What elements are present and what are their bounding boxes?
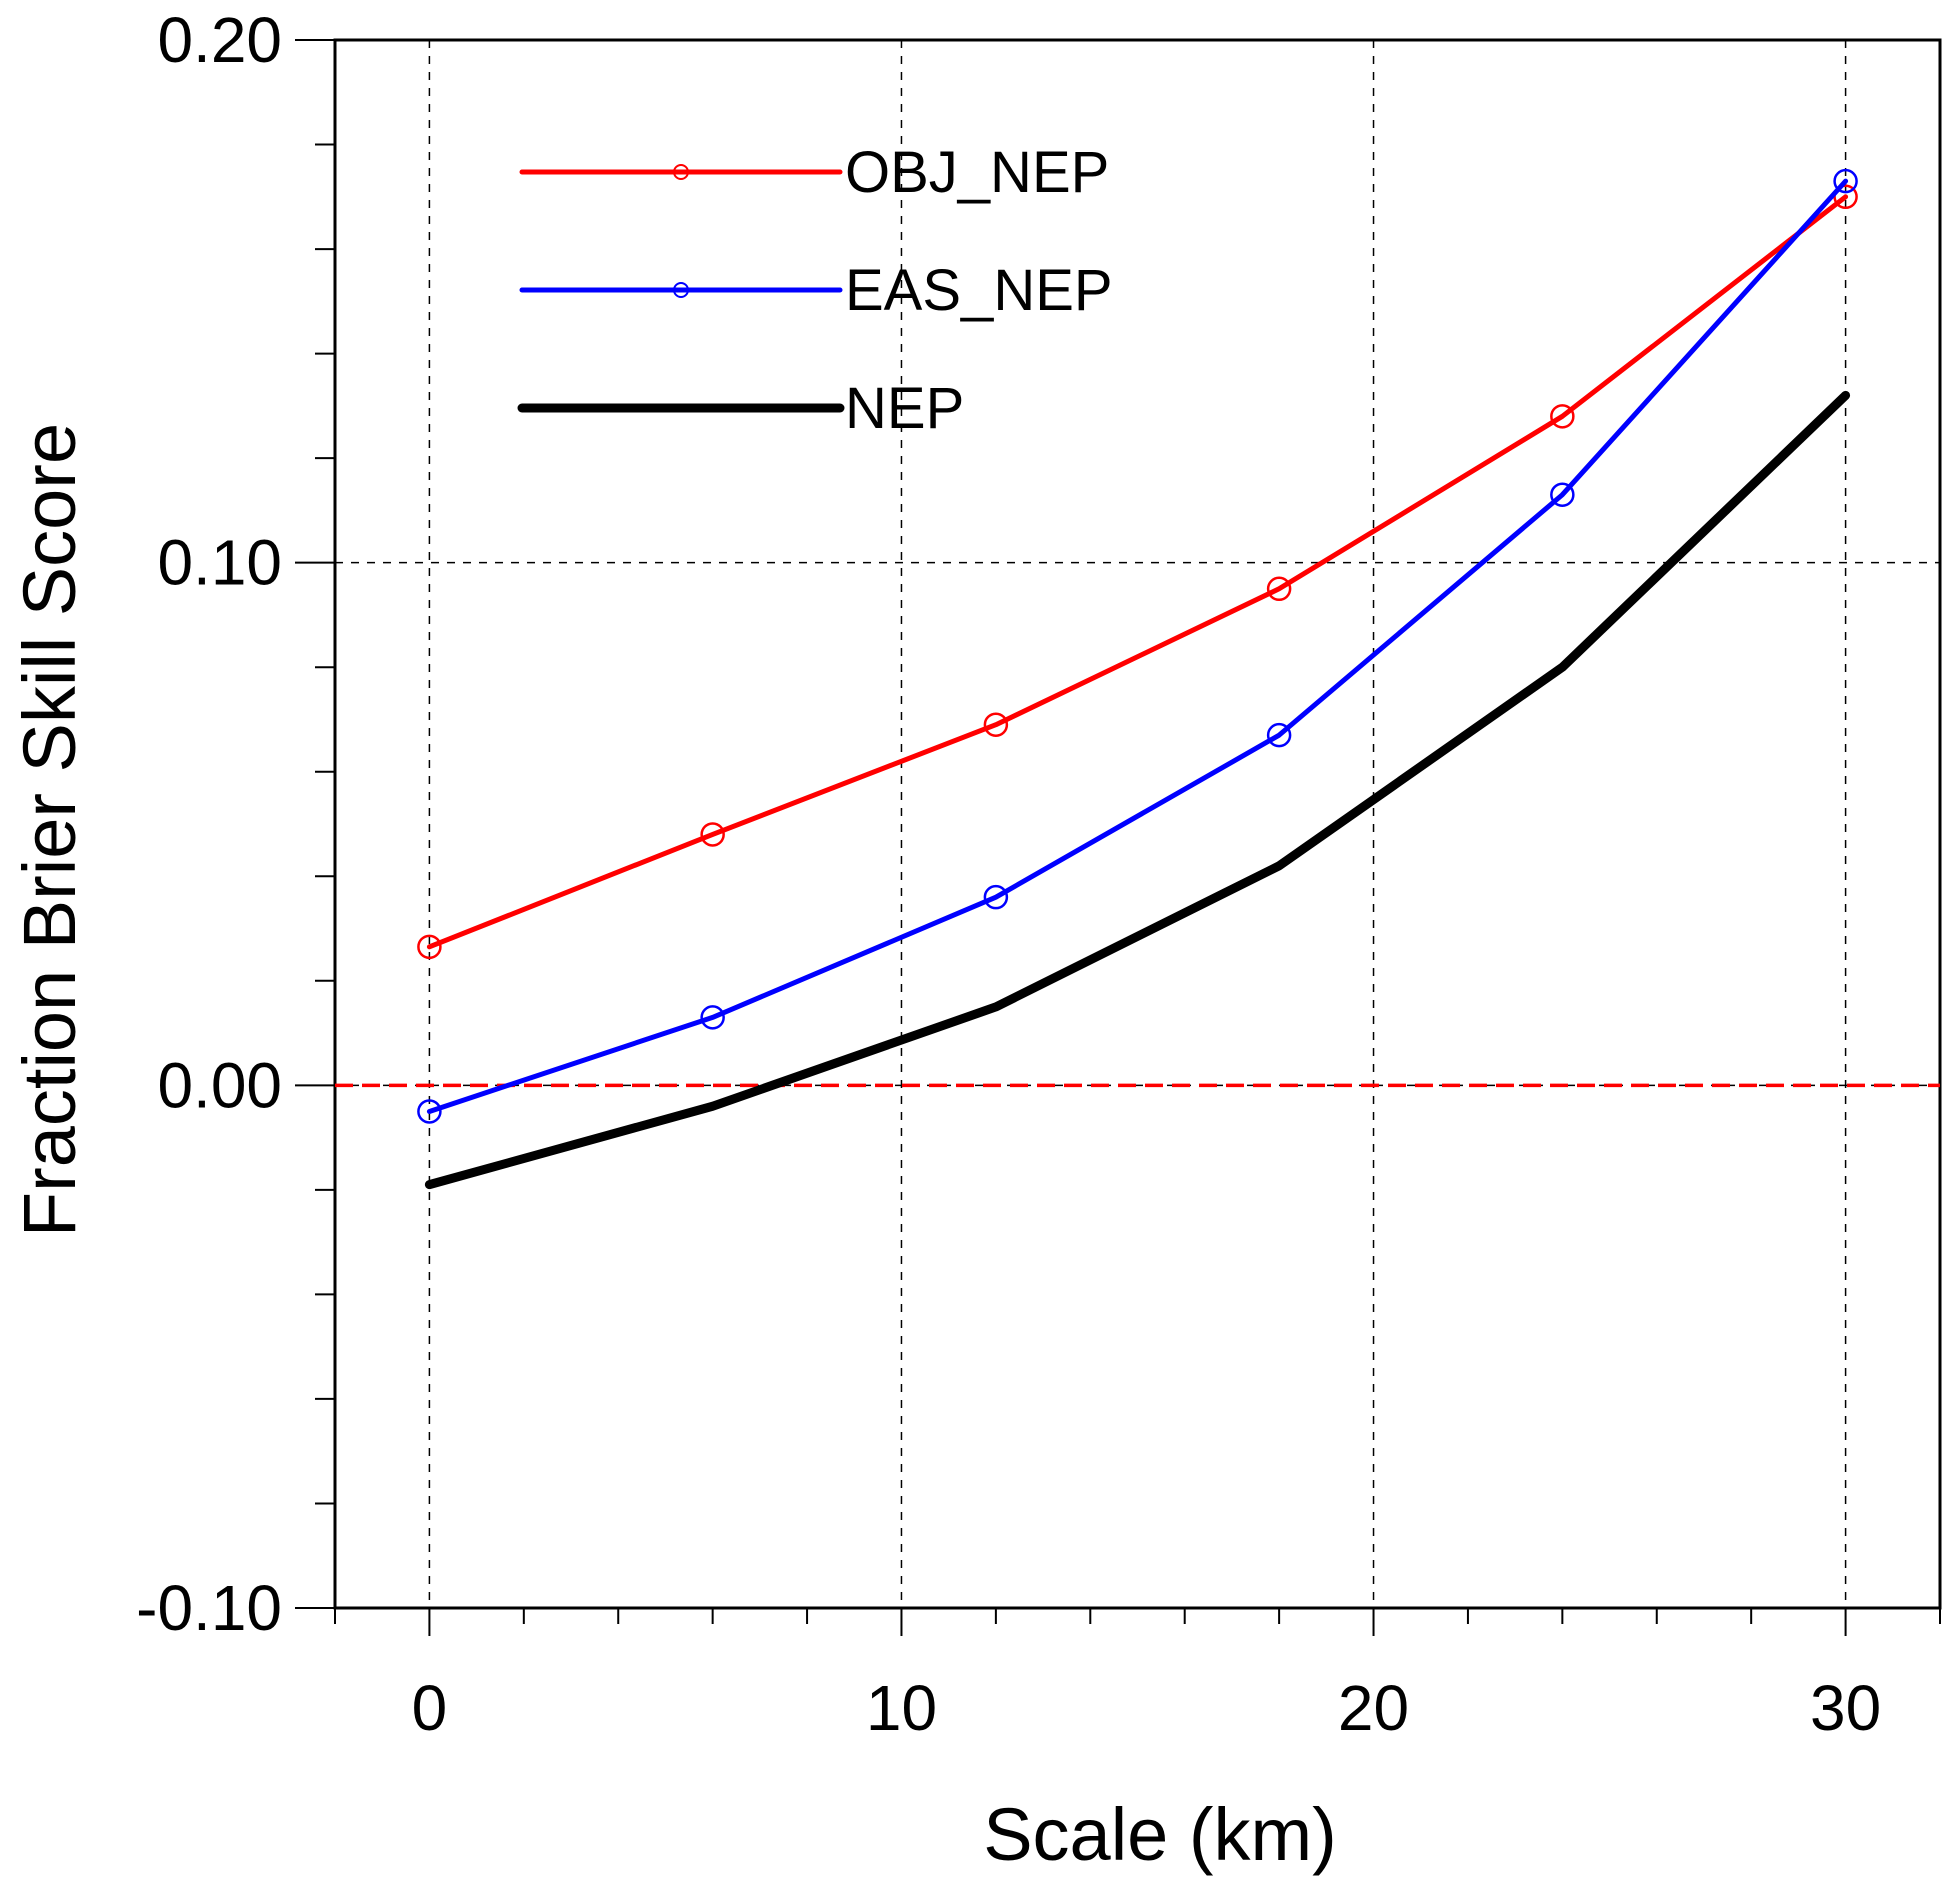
data-point <box>983 884 1009 910</box>
x-tick-label: 20 <box>1338 1672 1409 1744</box>
data-point <box>700 822 725 847</box>
plot-frame <box>333 38 1942 1610</box>
series-line-eas-nep <box>426 178 1849 1114</box>
data-point <box>1550 482 1575 507</box>
legend-label: EAS_NEP <box>845 258 1113 323</box>
y-tick-label: 0.00 <box>157 1049 282 1121</box>
y-tick-label: 0.20 <box>157 4 282 76</box>
x-tick-label: 0 <box>412 1672 448 1744</box>
y-tick-label: 0.10 <box>157 527 282 599</box>
series-line-obj-nep <box>426 194 1849 950</box>
data-point <box>1833 168 1858 194</box>
data-point <box>417 934 442 960</box>
legend: OBJ_NEP EAS_NEP NEP <box>517 140 1113 441</box>
y-axis-title: Fraction Brier Skill Score <box>8 423 91 1237</box>
legend-marker <box>673 282 689 298</box>
data-point <box>1266 576 1292 602</box>
y-tick-label: -0.10 <box>136 1572 282 1644</box>
series-layer <box>417 168 1858 1190</box>
x-tick-label: 30 <box>1810 1672 1881 1744</box>
x-axis-title: Scale (km) <box>983 1793 1337 1876</box>
legend-label: NEP <box>845 376 964 441</box>
legend-marker <box>673 164 689 180</box>
grid <box>335 40 1940 1608</box>
series-line-nep <box>424 390 1851 1190</box>
data-point <box>1266 722 1292 748</box>
data-point <box>1550 404 1575 429</box>
legend-label: OBJ_NEP <box>845 140 1109 205</box>
data-point <box>417 1099 442 1124</box>
x-tick-label: 10 <box>866 1672 937 1744</box>
data-point <box>983 712 1009 737</box>
data-point <box>700 1005 725 1030</box>
axis-ticks: 0 10 20 30 -0.10 0.00 0.10 0.20 <box>136 4 1941 1744</box>
